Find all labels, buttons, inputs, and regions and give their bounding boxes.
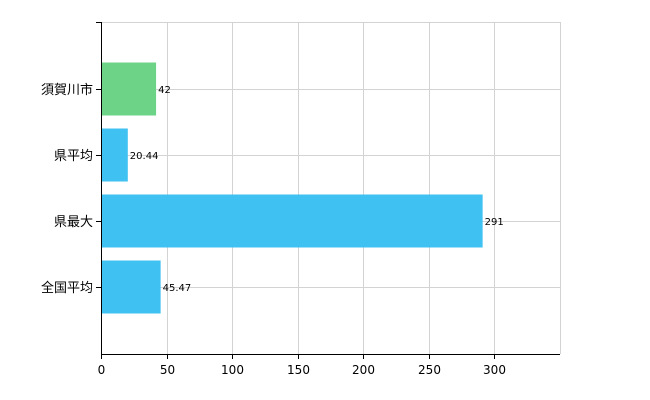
x-tick-label: 250	[418, 363, 441, 377]
x-tick-label: 50	[160, 363, 175, 377]
axes	[96, 22, 560, 359]
x-tick-label: 150	[287, 363, 310, 377]
bar	[101, 62, 157, 116]
x-tick-label: 100	[221, 363, 244, 377]
data-label: 20.44	[130, 151, 159, 162]
category-label: 県最大	[54, 215, 93, 230]
category-label: 県平均	[54, 149, 93, 164]
x-tick-label: 300	[483, 363, 506, 377]
data-label: 45.47	[163, 283, 192, 294]
category-label: 須賀川市	[41, 82, 93, 98]
category-label: 全国平均	[41, 280, 93, 296]
x-tick-label: 0	[98, 363, 106, 377]
grid-lines	[101, 22, 561, 354]
bar	[101, 128, 128, 182]
data-label: 42	[158, 85, 171, 96]
bars	[101, 62, 483, 314]
bar	[101, 194, 483, 248]
x-tick-label: 200	[352, 363, 375, 377]
data-label: 291	[485, 217, 504, 228]
bar	[101, 260, 161, 314]
